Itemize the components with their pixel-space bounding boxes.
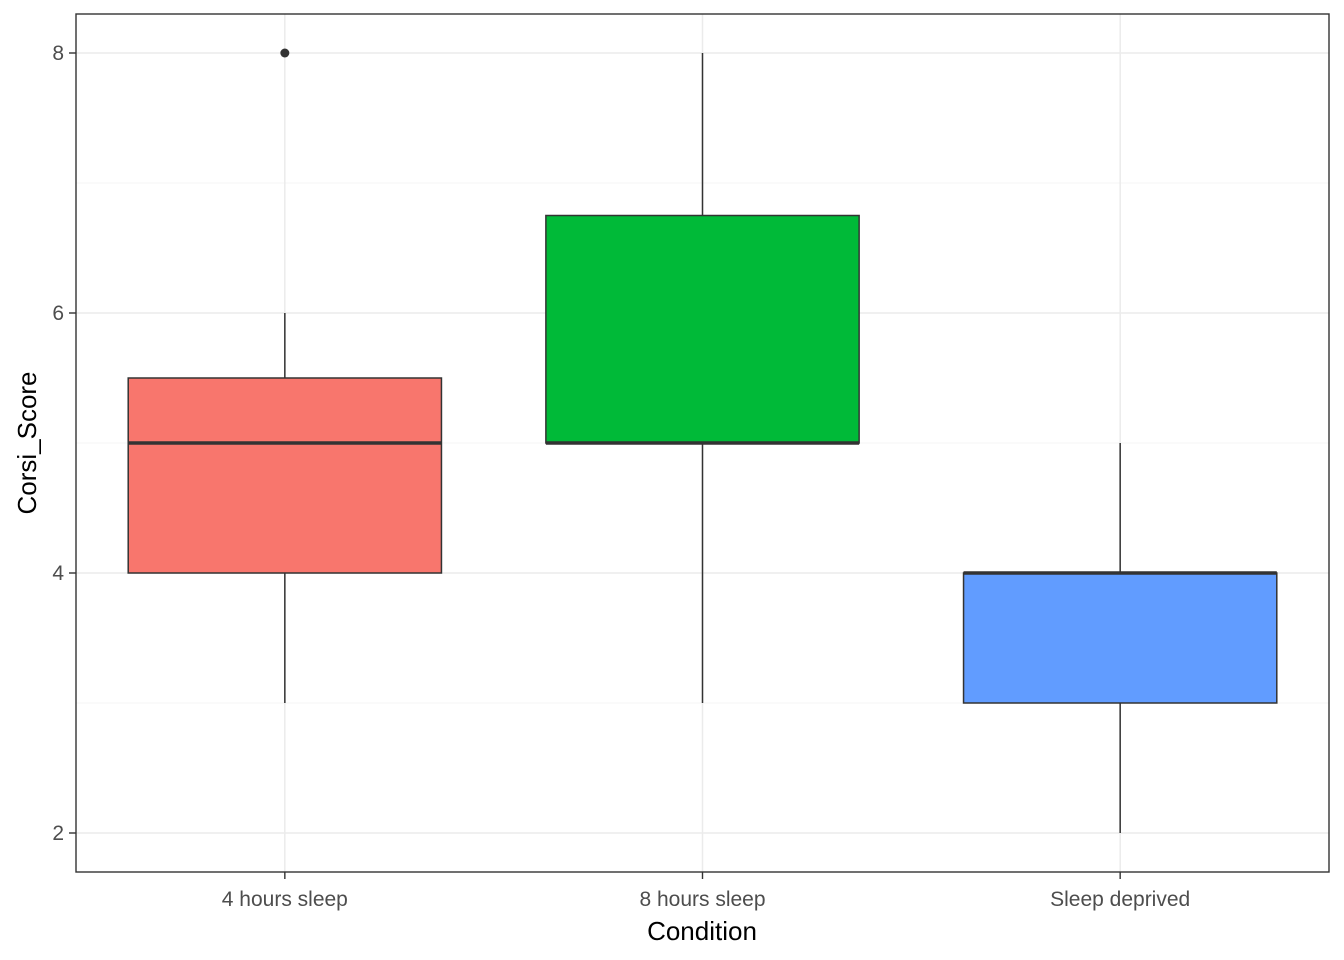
box-body bbox=[962, 572, 1278, 704]
x-tick-label: 4 hours sleep bbox=[222, 888, 348, 911]
x-tick-label: 8 hours sleep bbox=[639, 888, 765, 911]
y-axis: 2 4 6 8 bbox=[52, 42, 76, 845]
y-tick-label: 4 bbox=[52, 562, 64, 585]
box-body bbox=[127, 377, 443, 574]
box-2 bbox=[545, 53, 860, 703]
y-axis-title: Corsi_Score bbox=[12, 371, 42, 514]
box-series bbox=[127, 48, 1278, 833]
box-3 bbox=[962, 443, 1278, 833]
y-tick-label: 2 bbox=[52, 822, 64, 845]
outlier-point bbox=[280, 48, 290, 58]
x-tick-label: Sleep deprived bbox=[1050, 888, 1190, 911]
y-tick-label: 8 bbox=[52, 42, 64, 65]
box-1 bbox=[127, 48, 443, 703]
x-axis-title: Condition bbox=[647, 916, 757, 946]
box-body bbox=[545, 214, 860, 444]
y-tick-label: 6 bbox=[52, 302, 64, 325]
x-axis: 4 hours sleep 8 hours sleep Sleep deprived bbox=[222, 872, 1190, 911]
